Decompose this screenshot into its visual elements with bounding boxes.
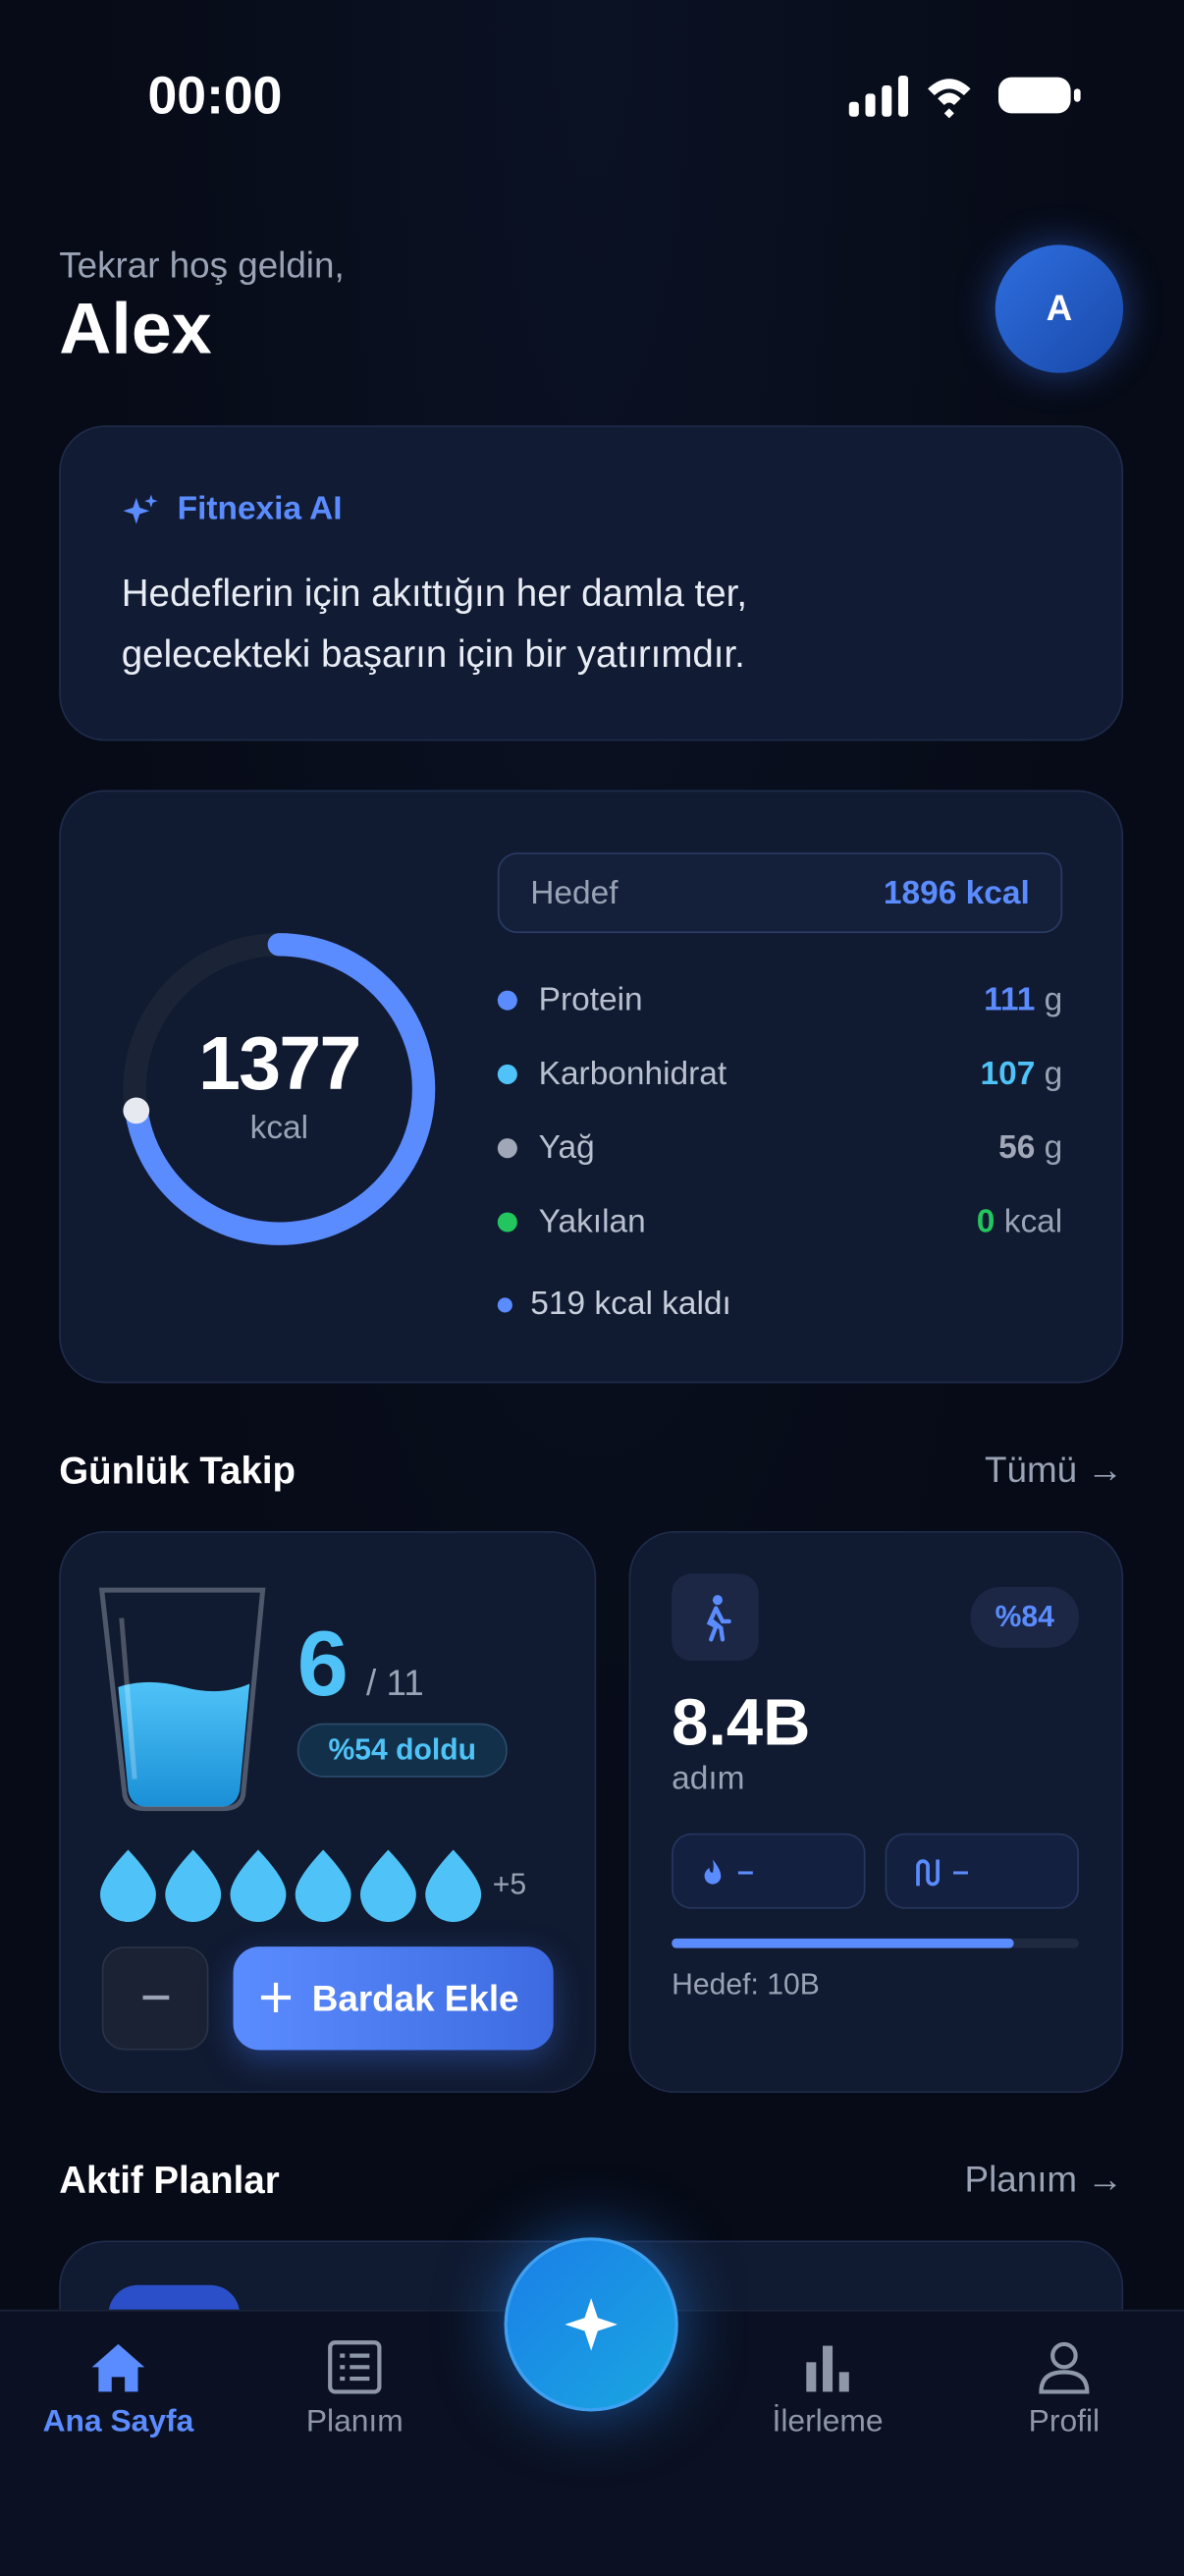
minus-button[interactable] (101, 1946, 209, 2051)
nav-home[interactable]: Ana Sayfa (3, 2339, 233, 2441)
sparkle-icon (123, 494, 158, 524)
ai-title: Fitnexia AI (177, 491, 343, 527)
macro-row: Yağ 56 g (497, 1126, 1062, 1169)
water-total: / 11 (366, 1662, 424, 1704)
water-drop (425, 1849, 482, 1923)
water-drops (100, 1849, 482, 1923)
calorie-value: 1377 (198, 1019, 361, 1106)
steps-unit: adım (672, 1761, 745, 1797)
add-glass-button[interactable]: Bardak Ekle (233, 1946, 554, 2051)
water-drop (230, 1849, 287, 1923)
steps-goal: Hedef: 10B (672, 1967, 820, 2001)
ai-fab[interactable] (504, 2237, 678, 2412)
fab-sparkle (565, 2298, 618, 2351)
macro-unit: g (1044, 1056, 1063, 1093)
macro-unit: g (1044, 1129, 1063, 1167)
goal-number: 1896 (883, 875, 957, 912)
walk-icon (706, 1595, 731, 1642)
macro-row: Karbonhidrat 107 g (497, 1053, 1062, 1095)
nav-label: İlerleme (772, 2404, 884, 2439)
walk-icon-box (672, 1573, 759, 1662)
list-icon (328, 2340, 382, 2394)
progress-fill (672, 1938, 1014, 1948)
ai-card (59, 425, 1124, 741)
macro-name: Protein (538, 982, 643, 1019)
user-icon (1039, 2341, 1090, 2394)
status-icons (848, 75, 1081, 119)
macro-unit: g (1044, 982, 1063, 1019)
fire-icon (704, 1859, 722, 1885)
macro-value: 107 g (980, 1057, 1062, 1094)
nav-profile[interactable]: Profil (949, 2339, 1179, 2441)
nav-progress[interactable]: İlerleme (713, 2339, 942, 2441)
water-drop (165, 1849, 222, 1923)
ai-message: Hedeflerin için akıttığın her damla ter,… (121, 572, 748, 676)
water-fill-pill: %54 doldu (296, 1723, 508, 1778)
remaining-text: 519 kcal kaldı (530, 1286, 731, 1323)
macro-unit: kcal (1003, 1204, 1063, 1240)
macro-row: Protein 111 g (497, 979, 1062, 1021)
add-glass-label: Bardak Ekle (311, 1977, 519, 2019)
nav-label: Planım (305, 2404, 404, 2439)
steps-calories-box: – (672, 1833, 866, 1909)
goal-value: 1896 kcal (884, 876, 1030, 913)
macro-dot (497, 1212, 517, 1233)
plans-title: Aktif Planlar (59, 2158, 280, 2202)
macro-value: 111 g (984, 982, 1062, 1019)
water-drop (100, 1849, 156, 1923)
macro-value: 56 g (998, 1130, 1062, 1168)
macro-value: 0 kcal (977, 1204, 1062, 1241)
calorie-unit: kcal (249, 1110, 309, 1147)
macro-dot (497, 1138, 517, 1159)
macro-number: 56 (998, 1129, 1036, 1167)
nav-label: Ana Sayfa (42, 2404, 194, 2439)
status-time: 00:00 (147, 65, 283, 126)
macro-dot (497, 990, 517, 1011)
water-glass (98, 1587, 266, 1812)
macro-number: 111 (984, 982, 1036, 1019)
bars-icon (806, 2345, 849, 2392)
nav-plan[interactable]: Planım (240, 2339, 469, 2441)
goal-unit: kcal (965, 875, 1030, 912)
macro-number: 107 (980, 1056, 1036, 1093)
steps-progress (672, 1938, 1079, 1948)
macro-row: Yakılan 0 kcal (497, 1201, 1062, 1243)
steps-value: 8.4B (672, 1686, 811, 1760)
macro-dot (497, 1064, 517, 1084)
user-name: Alex (59, 289, 212, 370)
minus-icon (142, 1995, 170, 2001)
goal-box: Hedef 1896 kcal (497, 852, 1063, 934)
home-icon (91, 2343, 145, 2392)
ring-progress (123, 933, 436, 1245)
steps-distance: – (952, 1854, 969, 1888)
plans-link[interactable]: Planım → (964, 2158, 1124, 2200)
macro-name: Karbonhidrat (538, 1056, 727, 1093)
plus-icon (260, 1982, 292, 2013)
macro-number: 0 (976, 1204, 996, 1240)
steps-percent: %84 (970, 1586, 1079, 1648)
section-title: Günlük Takip (59, 1449, 296, 1492)
steps-distance-box: – (885, 1833, 1079, 1909)
avatar[interactable]: A (995, 245, 1124, 373)
goal-label: Hedef (530, 875, 619, 912)
macro-name: Yakılan (538, 1204, 646, 1240)
greeting: Tekrar hoş geldin, (59, 245, 345, 287)
water-drop (359, 1849, 416, 1923)
water-extra: +5 (492, 1867, 527, 1901)
nav-label: Profil (1028, 2404, 1101, 2439)
section-link[interactable]: Tümü → (985, 1449, 1124, 1491)
route-icon (916, 1859, 940, 1887)
macro-name: Yağ (538, 1129, 595, 1167)
ring-end-dot (123, 1097, 150, 1124)
water-drop (295, 1849, 351, 1923)
water-count: 6 (296, 1611, 349, 1716)
steps-calories: – (737, 1854, 754, 1888)
remaining-dot (497, 1297, 512, 1313)
calorie-ring (123, 933, 436, 1245)
